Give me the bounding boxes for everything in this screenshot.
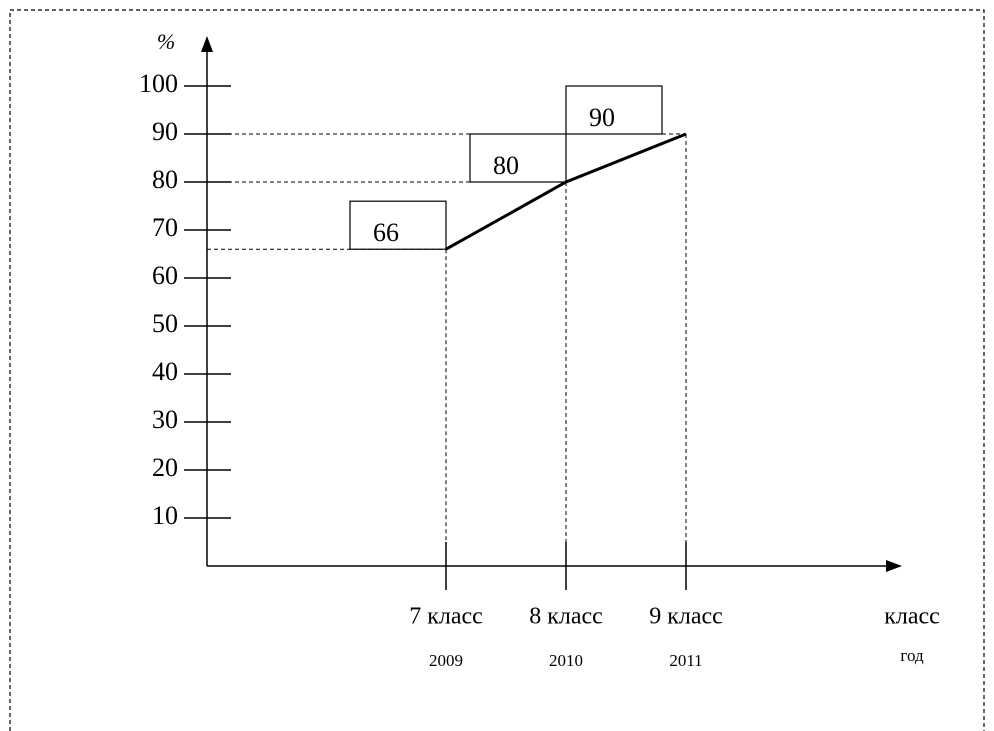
y-tick-label: 20 [152, 453, 178, 482]
y-tick-label: 90 [152, 117, 178, 146]
data-label: 90 [589, 103, 615, 132]
x-tick-sublabel: 2011 [669, 651, 702, 670]
data-label: 80 [493, 151, 519, 180]
page-border [9, 9, 985, 731]
y-tick-label: 70 [152, 213, 178, 242]
data-label-box [565, 85, 663, 135]
y-tick-label: 50 [152, 309, 178, 338]
data-label-box [469, 133, 567, 183]
y-axis-label: % [157, 29, 175, 54]
y-tick-label: 100 [139, 69, 178, 98]
data-label: 66 [373, 218, 399, 247]
x-tick-sublabel: 2009 [429, 651, 463, 670]
y-tick-label: 30 [152, 405, 178, 434]
y-axis-arrow [201, 36, 213, 52]
data-label-box [349, 200, 447, 250]
x-tick-label: 8 класс [529, 604, 603, 630]
x-tick-sublabel: 2010 [549, 651, 583, 670]
x-axis-label: класс [884, 604, 940, 630]
x-axis-sublabel: год [900, 646, 924, 665]
y-tick-label: 80 [152, 165, 178, 194]
y-tick-label: 40 [152, 357, 178, 386]
y-tick-label: 60 [152, 261, 178, 290]
line [445, 132, 687, 251]
x-tick-label: 7 класс [409, 604, 483, 630]
x-axis-arrow [886, 560, 902, 572]
x-tick-label: 9 класс [649, 604, 723, 630]
y-tick-label: 10 [152, 501, 178, 530]
